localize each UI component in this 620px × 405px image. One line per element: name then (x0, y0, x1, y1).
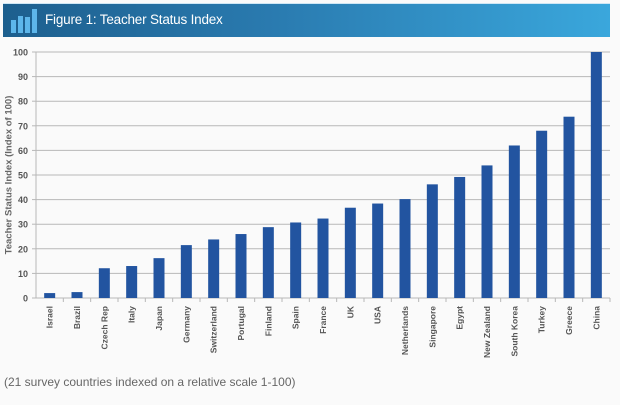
bar-uk (344, 207, 356, 298)
x-tick-label: Egypt (455, 306, 465, 330)
bar-czech-rep (98, 268, 110, 298)
y-tick-label: 100 (13, 48, 28, 58)
bar-singapore (426, 184, 438, 298)
x-tick-label: Brazil (72, 306, 82, 329)
bar-new-zealand (481, 165, 493, 298)
x-tick-label: Turkey (537, 306, 547, 334)
bar-brazil (71, 292, 83, 298)
x-tick-label: Germany (181, 306, 191, 343)
y-tick-label: 0 (23, 294, 28, 304)
y-tick-label: 30 (18, 220, 28, 230)
x-tick-label: China (591, 306, 601, 330)
bar-turkey (536, 130, 548, 298)
bar-israel (44, 293, 56, 298)
x-tick-label: Switzerland (209, 306, 219, 353)
x-tick-label: UK (345, 305, 355, 318)
y-tick-label: 80 (18, 97, 28, 107)
figure-header: Figure 1: Teacher Status Index (3, 3, 610, 37)
bar-chart-icon (11, 8, 41, 33)
bar-japan (153, 258, 165, 298)
bars (44, 52, 602, 298)
y-tick-label: 20 (18, 244, 28, 254)
x-tick-label: Czech Rep (99, 306, 109, 349)
x-tick-label: Israel (45, 306, 55, 328)
bar-germany (180, 245, 192, 298)
x-tick-label: Finland (263, 306, 273, 336)
bar-finland (262, 227, 274, 298)
bar-south-korea (508, 145, 520, 298)
x-tick-label: South Korea (509, 306, 519, 357)
x-tick-label: Singapore (427, 306, 437, 348)
bar-spain (290, 222, 302, 298)
y-tick-label: 70 (18, 121, 28, 131)
x-tick-label: Portugal (236, 306, 246, 340)
x-tick-label: USA (373, 306, 383, 324)
x-tick-label: Spain (291, 306, 301, 329)
x-tick-label: France (318, 306, 328, 334)
bar-chart: 0 10 20 30 40 50 60 70 80 90 100 Israel Brazil Czech… (13, 48, 611, 358)
y-tick-labels: 0 10 20 30 40 50 60 70 80 90 100 (13, 48, 28, 304)
y-tick-label: 40 (18, 195, 28, 205)
bar-portugal (235, 234, 247, 298)
bar-netherlands (399, 199, 411, 298)
bar-greece (563, 116, 575, 298)
x-tick-label: New Zealand (482, 306, 492, 358)
bar-italy (126, 266, 138, 298)
bar-egypt (454, 176, 466, 298)
y-tick-label: 10 (18, 269, 28, 279)
y-tick-label: 50 (18, 171, 28, 181)
bar-china (590, 52, 602, 298)
footnote: (21 survey countries indexed on a relati… (4, 375, 296, 389)
y-tick-label: 60 (18, 146, 28, 156)
y-tick-label: 90 (18, 72, 28, 82)
x-tick-label: Netherlands (400, 306, 410, 355)
bar-france (317, 218, 329, 298)
x-tick-labels: Israel Brazil Czech Rep Italy Japan Germany Sw… (45, 305, 602, 358)
x-tick-label: Greece (564, 306, 574, 335)
bar-switzerland (208, 239, 220, 298)
bar-usa (372, 203, 384, 298)
x-tick-label: Japan (154, 306, 164, 331)
x-tick-label: Italy (127, 306, 137, 323)
figure-title: Figure 1: Teacher Status Index (45, 12, 223, 27)
